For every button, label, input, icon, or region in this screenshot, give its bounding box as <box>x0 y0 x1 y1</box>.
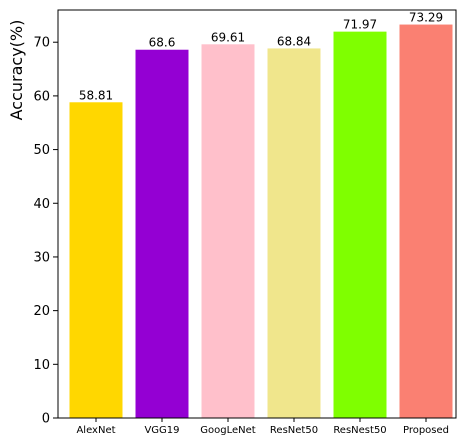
bar-value-label: 68.6 <box>149 36 176 50</box>
x-tick-label: AlexNet <box>76 425 115 436</box>
bars <box>69 24 453 419</box>
bar-value-label: 58.81 <box>79 88 113 102</box>
y-tick-label: 10 <box>33 358 50 373</box>
x-tick-label: ResNet50 <box>270 425 318 436</box>
x-tick-label: ResNest50 <box>333 425 386 436</box>
y-tick-label: 30 <box>33 250 50 265</box>
y-tick-label: 40 <box>33 197 50 212</box>
bar-proposed <box>399 24 453 418</box>
y-tick-label: 50 <box>33 143 50 158</box>
bar-value-label: 69.61 <box>211 30 245 44</box>
y-tick-label: 0 <box>42 412 50 427</box>
plot-frame <box>57 9 457 419</box>
bar-alexnet <box>69 102 123 419</box>
y-ticks: 0 10 20 30 40 50 60 70 <box>33 36 58 427</box>
x-tick-labels: AlexNet VGG19 GoogLeNet ResNet50 ResNest50 Pr… <box>76 418 449 436</box>
bar-value-label: 68.84 <box>277 34 311 48</box>
y-axis-title: Accuracy(%) <box>7 20 26 121</box>
bar-googlenet <box>201 44 255 419</box>
bar-value-label: 73.29 <box>409 11 443 25</box>
y-axis-title-group: Accuracy(%) <box>7 20 26 121</box>
y-tick-label: 60 <box>33 89 50 104</box>
x-tick-label: GoogLeNet <box>200 425 256 436</box>
bar-resnet50 <box>267 48 321 418</box>
x-tick-label: Proposed <box>403 425 449 436</box>
bar-vgg19 <box>135 49 189 418</box>
bar-resnest50 <box>333 31 387 419</box>
bar-value-labels: 58.81 68.6 69.61 68.84 71.97 73.29 <box>79 11 443 103</box>
bar-value-label: 71.97 <box>343 18 377 32</box>
y-tick-label: 70 <box>33 36 50 51</box>
x-tick-label: VGG19 <box>144 425 179 436</box>
y-tick-label: 20 <box>33 304 50 319</box>
